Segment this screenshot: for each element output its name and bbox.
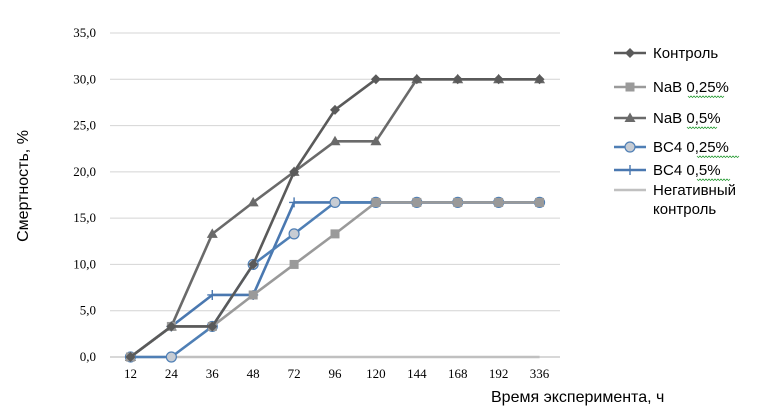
diamond-marker [411, 74, 422, 85]
y-tick-label: 15,0 [73, 210, 96, 225]
legend-label: BC4 0,5% [653, 162, 721, 179]
legend-item: Контроль [614, 45, 718, 62]
square-marker [494, 197, 504, 207]
diamond-marker [370, 74, 381, 85]
legend-label: Негативный [653, 182, 736, 199]
x-tick-label: 72 [288, 366, 301, 381]
triangle-marker [247, 196, 259, 207]
y-tick-label: 5,0 [80, 303, 96, 318]
y-tick-label: 25,0 [73, 118, 96, 133]
x-tick-label: 96 [329, 366, 343, 381]
diamond-marker [534, 74, 545, 85]
triangle-marker [370, 135, 382, 146]
x-tick-label: 12 [124, 366, 137, 381]
circle-marker [329, 196, 341, 209]
series-0 [125, 74, 545, 362]
x-tick-label: 192 [489, 366, 509, 381]
legend-label: контроль [653, 201, 716, 218]
circle-marker [288, 228, 300, 240]
square-marker [330, 229, 340, 239]
square-marker [412, 197, 422, 207]
spellcheck-squiggle [687, 95, 725, 99]
diamond-marker [125, 352, 136, 362]
y-tick-label: 30,0 [73, 71, 96, 86]
diamond-marker [625, 48, 635, 58]
triangle-marker [624, 112, 636, 122]
square-marker [625, 82, 635, 92]
circle-marker [165, 351, 177, 363]
y-tick-label: 0,0 [80, 349, 96, 364]
square-marker [371, 197, 381, 207]
diamond-marker [493, 74, 504, 85]
legend-item: BC4 0,25% [614, 139, 729, 156]
x-axis-ticks: 12 24 36 48 72 96 120 144 168 192 336 [124, 366, 550, 381]
legend: Контроль NaB 0,25% NaB 0,5% BC4 0,25% BC4 0,… [614, 45, 740, 218]
legend-label: NaB 0,5% [653, 110, 721, 127]
x-tick-label: 120 [366, 366, 386, 381]
y-tick-label: 35,0 [73, 25, 96, 40]
legend-label: NaB 0,25% [653, 79, 729, 96]
series-lines [124, 73, 546, 363]
triangle-marker [329, 135, 341, 146]
plus-marker [289, 197, 300, 208]
square-marker [289, 259, 299, 269]
diamond-marker [207, 321, 218, 332]
circle-marker [624, 141, 636, 153]
plus-marker [625, 165, 635, 175]
spellcheck-squiggle [696, 155, 740, 159]
series-3 [124, 196, 546, 363]
y-tick-label: 20,0 [73, 164, 96, 179]
diamond-marker [248, 259, 259, 270]
spellcheck-squiggle [696, 178, 731, 182]
legend-item: Негативный контроль [614, 182, 736, 218]
series-4 [125, 197, 545, 362]
series-1 [125, 197, 545, 362]
x-axis-title: Время эксперимента, ч [491, 389, 664, 406]
plus-marker [207, 289, 218, 300]
x-tick-label: 24 [165, 366, 179, 381]
x-tick-label: 336 [530, 366, 550, 381]
x-tick-label: 36 [206, 366, 220, 381]
x-tick-label: 168 [448, 366, 468, 381]
square-marker [248, 290, 258, 300]
x-tick-label: 144 [407, 366, 427, 381]
triangle-marker [206, 228, 218, 238]
diamond-marker [289, 166, 300, 177]
diamond-marker [330, 104, 340, 115]
spellcheck-squiggle [686, 126, 718, 130]
legend-item: NaB 0,5% [614, 110, 721, 127]
y-tick-label: 10,0 [73, 256, 96, 271]
diamond-marker [166, 321, 177, 332]
series-2 [124, 73, 546, 361]
square-marker [535, 197, 545, 207]
legend-label: BC4 0,25% [653, 139, 729, 156]
legend-item: NaB 0,25% [614, 79, 729, 96]
diamond-marker [452, 74, 463, 85]
legend-label: Контроль [653, 45, 718, 62]
y-axis-title: Смертность, % [15, 130, 32, 242]
x-tick-label: 48 [247, 366, 260, 381]
y-axis-ticks: 0,0 5,0 10,0 15,0 20,0 25,0 30,0 35,0 [73, 25, 96, 364]
square-marker [453, 197, 463, 207]
gridlines [110, 32, 560, 358]
legend-item: BC4 0,5% [614, 162, 721, 179]
